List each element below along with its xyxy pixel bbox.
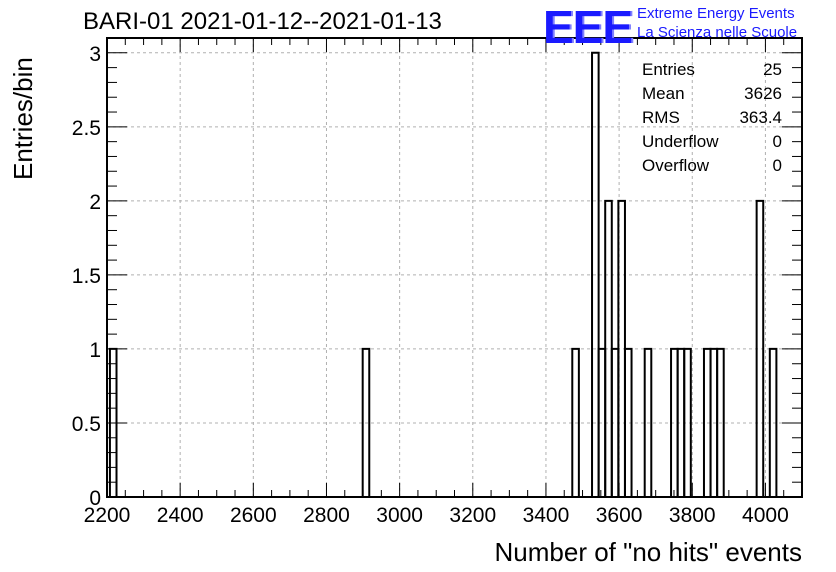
logo-line-2: La Scienza nelle Scuole	[637, 24, 798, 41]
logo-line-1: Extreme Energy Events	[637, 5, 795, 22]
stats-row-underflow: Underflow 0	[642, 130, 782, 154]
x-tick-label: 2800	[303, 504, 350, 527]
x-tick-label: 2600	[230, 504, 277, 527]
stats-box: Entries 25 Mean 3626 RMS 363.4 Underflow…	[642, 58, 782, 178]
x-tick-label: 3800	[669, 504, 716, 527]
histogram-bin	[571, 347, 580, 497]
histogram-bin	[623, 347, 633, 497]
stats-row-rms: RMS 363.4	[642, 106, 782, 130]
stats-value: 0	[772, 156, 782, 175]
histogram-bin	[591, 51, 600, 497]
stats-label: Entries	[642, 60, 695, 79]
stats-label: RMS	[642, 108, 680, 127]
stats-value: 25	[763, 60, 782, 79]
stats-row-overflow: Overflow 0	[642, 154, 782, 178]
x-tick-label: 2200	[84, 504, 131, 527]
histogram-bin	[755, 199, 765, 497]
y-tick-label: 0	[89, 487, 101, 510]
y-tick-label: 1	[89, 339, 101, 362]
stats-value: 363.4	[739, 108, 782, 127]
stats-row-mean: Mean 3626	[642, 82, 782, 106]
x-tick-label: 3600	[596, 504, 643, 527]
stats-label: Underflow	[642, 132, 719, 151]
stats-label: Mean	[642, 84, 685, 103]
x-tick-label: 3400	[523, 504, 570, 527]
histogram-bin	[683, 347, 692, 497]
histogram-bin	[361, 347, 371, 497]
x-axis-label: Number of "no hits" events	[494, 537, 803, 567]
y-tick-label: 2.5	[72, 117, 101, 140]
x-tick-label: 3000	[376, 504, 423, 527]
eee-logo: EEE	[543, 1, 633, 53]
histogram-bin	[768, 347, 778, 497]
y-axis-label: Entries/bin	[8, 57, 38, 180]
x-tick-label: 2400	[157, 504, 204, 527]
stats-row-entries: Entries 25	[642, 58, 782, 82]
y-tick-label: 0.5	[72, 413, 101, 436]
y-tick-label: 3	[89, 43, 101, 66]
stats-value: 3626	[744, 84, 782, 103]
y-tick-label: 2	[89, 191, 101, 214]
histogram-bin	[643, 347, 653, 497]
histogram-bin	[716, 347, 725, 497]
stats-value: 0	[772, 132, 782, 151]
x-tick-label: 4000	[742, 504, 789, 527]
chart-title: BARI-01 2021-01-12--2021-01-13	[83, 8, 442, 35]
stats-label: Overflow	[642, 156, 710, 175]
y-tick-label: 1.5	[72, 265, 101, 288]
x-tick-label: 3200	[449, 504, 496, 527]
